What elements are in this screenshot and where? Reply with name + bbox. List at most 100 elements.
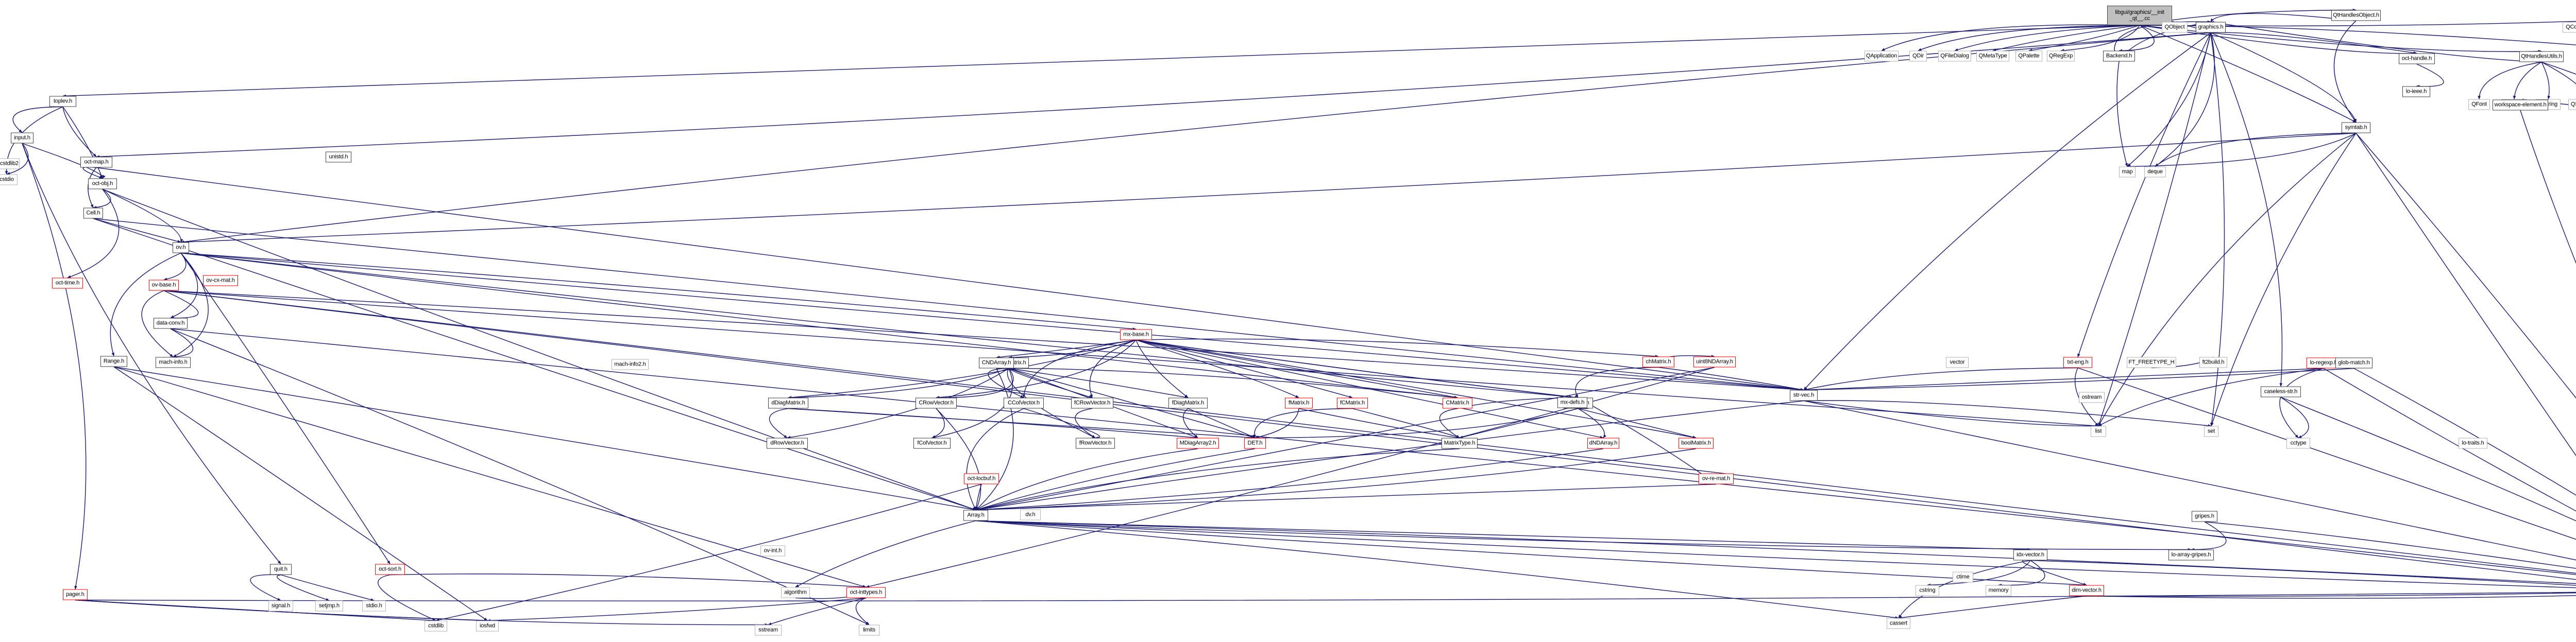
graph-node-octobjpt[interactable]: ov-re-mat.h — [1699, 473, 1734, 484]
graph-node-setjmph[interactable]: setjmp.h — [315, 600, 343, 612]
graph-node-qfont[interactable]: QFont — [2468, 99, 2490, 110]
graph-node-inputh[interactable]: input.h — [11, 132, 33, 144]
graph-edge — [975, 400, 1804, 511]
graph-node-dequeh[interactable]: deque — [2144, 166, 2166, 178]
graph-node-qstringlist[interactable]: QStringList — [2568, 99, 2576, 110]
graph-node-octsort[interactable]: oct-sort.h — [375, 564, 405, 575]
graph-edge — [1136, 339, 1604, 439]
graph-node-ftfreetype[interactable]: FT_FREETYPE_H — [2127, 357, 2176, 368]
graph-node-drowvector[interactable]: dRowVector.h — [767, 438, 808, 449]
graph-node-deth[interactable]: DET.h — [1244, 438, 1266, 449]
graph-node-qdir[interactable]: QDir — [1909, 50, 1927, 62]
graph-edge — [2211, 133, 2357, 427]
graph-node-dvector[interactable]: dv.h — [1020, 509, 1041, 520]
graph-node-ostream[interactable]: ostream — [2079, 392, 2105, 403]
graph-node-iosfwd[interactable]: iosfwd — [476, 620, 499, 632]
graph-node-cstdlib[interactable]: cstdlib — [425, 620, 447, 632]
graph-node-mxbaseh[interactable]: mx-base.h — [1120, 329, 1152, 340]
graph-node-qregexp[interactable]: QRegExp — [2047, 50, 2075, 62]
graph-node-quit[interactable]: quit.h — [270, 564, 292, 575]
graph-node-ctime[interactable]: ctime — [1953, 571, 1973, 583]
graph-node-fdiagmatrix[interactable]: fDiagMatrix.h — [1168, 397, 1208, 409]
graph-node-algorithmh[interactable]: algorithm — [781, 587, 810, 598]
graph-node-unistd[interactable]: unistd.h — [326, 151, 351, 163]
graph-node-matrixtype[interactable]: MatrixType.h — [1442, 438, 1478, 449]
graph-node-octlocbuf[interactable]: oct-locbuf.h — [964, 473, 999, 484]
graph-node-cdefs[interactable]: cstdlib2 — [0, 158, 20, 169]
graph-node-fcmatrix[interactable]: fCMatrix.h — [1337, 397, 1368, 409]
graph-node-ft2build[interactable]: ft2build.h — [2199, 357, 2227, 368]
graph-node-qfiledialog[interactable]: QFileDialog — [1938, 50, 1971, 62]
graph-node-mxdefs[interactable]: mx-defs.h — [1557, 397, 1587, 408]
graph-node-fcolvector[interactable]: fColVector.h — [913, 438, 951, 449]
graph-node-boolmatrix[interactable]: boolMatrix.h — [1679, 438, 1714, 449]
graph-node-cassert[interactable]: cassert — [1887, 618, 1910, 629]
graph-node-chmatrix[interactable]: chMatrix.h — [1642, 356, 1674, 368]
graph-node-octmap[interactable]: oct-map.h — [80, 157, 112, 168]
graph-node-arrayh[interactable]: Array.h — [963, 510, 988, 521]
graph-node-machinfo[interactable]: mach-info.h — [156, 357, 191, 368]
graph-node-qmetatype[interactable]: QMetaType — [1976, 50, 2009, 62]
graph-node-strvech[interactable]: str-vec.h — [1790, 390, 1818, 401]
graph-node-rangeh[interactable]: Range.h — [100, 356, 127, 367]
graph-edge — [2077, 32, 2211, 358]
graph-node-fmatrix[interactable]: fMatrix.h — [1285, 397, 1313, 409]
graph-node-stdioh[interactable]: stdio.h — [362, 600, 386, 612]
graph-node-workspaceelement[interactable]: workspace-element.h — [2493, 99, 2548, 111]
graph-node-dndarray[interactable]: dNDArray.h — [1587, 438, 1619, 449]
graph-node-qapplication[interactable]: QApplication — [1865, 50, 1899, 62]
graph-node-mxinlines[interactable]: mach-info2.h — [612, 359, 649, 370]
graph-node-cctype[interactable]: cctype — [2286, 438, 2310, 449]
graph-node-ovbase[interactable]: ov-base.h — [149, 280, 179, 291]
graph-node-crowvector[interactable]: CRowVector.h — [916, 397, 957, 409]
graph-node-cndarray[interactable]: CNDArray.h — [979, 357, 1014, 369]
graph-node-dimvector[interactable]: dim-vector.h — [2069, 585, 2104, 596]
graph-node-qthandlesutils[interactable]: QtHandlesUtils.h — [2519, 51, 2564, 62]
graph-node-toplev[interactable]: toplev.h — [49, 96, 76, 107]
graph-node-mdiagarray2[interactable]: MDiagArray2.h — [1177, 438, 1219, 449]
graph-node-dataconv[interactable]: data-conv.h — [154, 318, 188, 329]
graph-node-fcrowvector[interactable]: fCRowVector.h — [1071, 397, 1113, 409]
graph-node-lotraits[interactable]: lo-traits.h — [2459, 438, 2487, 449]
graph-node-graphicsh[interactable]: graphics.h — [2196, 22, 2226, 33]
graph-node-maph[interactable]: map — [2119, 166, 2136, 178]
graph-node-gripes[interactable]: gripes.h — [2192, 511, 2217, 522]
graph-node-frowvector[interactable]: fRowVector.h — [1076, 438, 1115, 449]
graph-node-loieee[interactable]: lo-ieee.h — [2402, 86, 2430, 97]
graph-node-root[interactable]: libgui/graphics/__init _qt__.cc — [2107, 6, 2172, 25]
graph-node-symtab[interactable]: symtab.h — [2342, 122, 2370, 133]
graph-node-cstdio[interactable]: cstdio — [0, 174, 18, 185]
graph-node-seth[interactable]: set — [2204, 426, 2218, 437]
graph-node-memoryh[interactable]: memory — [1986, 585, 2011, 596]
graph-node-qthandlesobject[interactable]: QtHandlesObject.h — [2331, 10, 2381, 21]
graph-node-caseh[interactable]: caseless-str.h — [2261, 386, 2301, 397]
graph-edge — [1008, 368, 1189, 399]
graph-node-backend[interactable]: Backend.h — [2103, 50, 2135, 62]
graph-node-qpalette[interactable]: QPalette — [2015, 50, 2042, 62]
graph-node-ovint[interactable]: ov-int.h — [760, 545, 785, 557]
graph-node-sstream[interactable]: sstream — [755, 624, 782, 636]
graph-node-loarraygripes[interactable]: lo-array-gripes.h — [2168, 549, 2214, 561]
graph-node-qobject[interactable]: QObject — [2162, 22, 2188, 33]
graph-node-signalh[interactable]: signal.h — [268, 600, 293, 612]
graph-node-vectorh[interactable]: vector — [1946, 357, 1969, 368]
graph-node-idxvector[interactable]: idx-vector.h — [2013, 549, 2047, 561]
graph-node-octinttypes[interactable]: oct-inttypes.h — [846, 587, 886, 598]
graph-node-pagerh[interactable]: pager.h — [63, 589, 88, 600]
graph-node-uint8ndarray[interactable]: uint8NDArray.h — [1693, 356, 1736, 368]
graph-node-limitsh[interactable]: limits — [859, 624, 879, 636]
graph-node-octhandle[interactable]: oct-handle.h — [2399, 53, 2435, 64]
graph-node-listh[interactable]: list — [2091, 426, 2106, 437]
graph-node-octtime[interactable]: oct-time.h — [52, 277, 83, 289]
graph-node-ovh[interactable]: ov.h — [173, 242, 189, 253]
graph-node-ddiagmatrix[interactable]: dDiagMatrix.h — [768, 397, 808, 409]
graph-node-qcolor[interactable]: QColor — [2563, 22, 2576, 33]
graph-node-txteng[interactable]: txt-eng.h — [2063, 357, 2092, 368]
graph-node-cmatrix[interactable]: CMatrix.h — [1443, 397, 1472, 409]
graph-node-ccmatrix[interactable]: CColVector.h — [1004, 397, 1044, 409]
graph-node-ovcmplx[interactable]: ov-cx-mat.h — [203, 275, 238, 286]
graph-node-octobj[interactable]: oct-obj.h — [88, 178, 117, 189]
graph-node-cstringh[interactable]: cstring — [1916, 585, 1939, 596]
graph-node-globmatch[interactable]: glob-match.h — [2335, 357, 2372, 369]
graph-node-cellh[interactable]: Cell.h — [83, 207, 103, 219]
